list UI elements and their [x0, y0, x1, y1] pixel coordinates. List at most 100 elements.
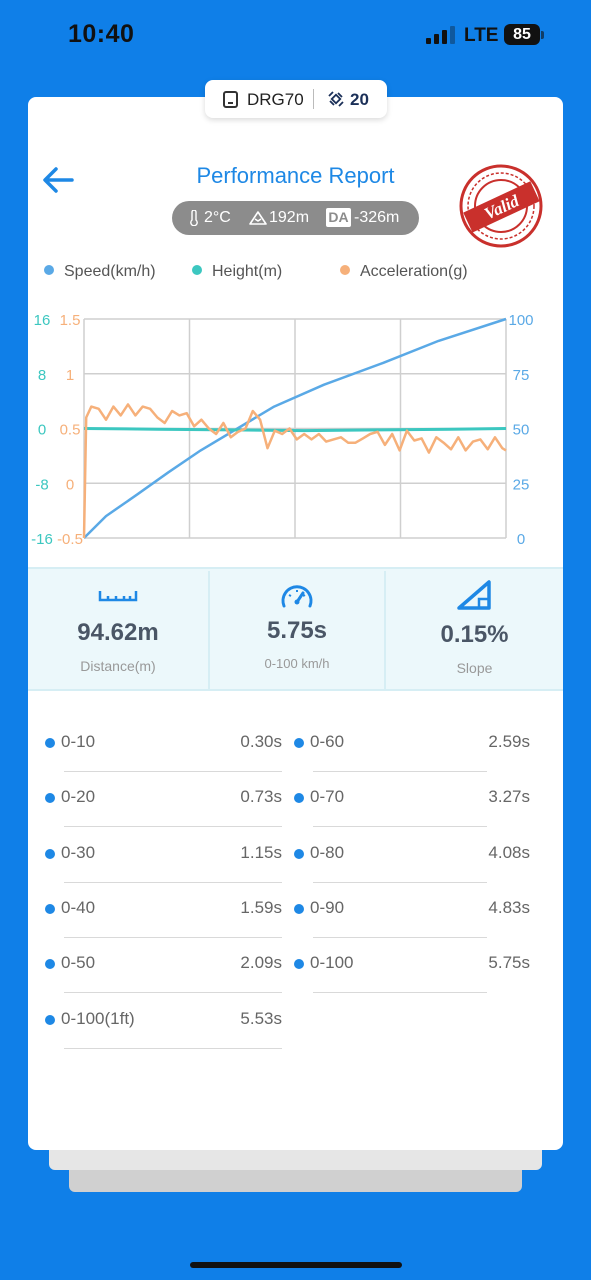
- speedometer-icon: [281, 585, 313, 608]
- split-label: 0-70: [310, 787, 345, 807]
- device-icon: [223, 91, 238, 108]
- split-divider: [313, 992, 487, 994]
- split-dot: [294, 738, 304, 748]
- series-line-accel: [82, 403, 507, 539]
- split-value: 5.53s: [240, 1008, 282, 1028]
- legend-label: Speed(km/h): [64, 263, 156, 280]
- split-dot: [45, 903, 55, 914]
- stat-slope: 0.15% Slope: [386, 569, 563, 689]
- split-value: 0.30s: [240, 732, 282, 751]
- battery-icon: 85: [504, 24, 540, 45]
- ruler-icon: [98, 591, 138, 602]
- legend-dot: [192, 265, 202, 275]
- split-value: 5.75s: [488, 953, 530, 973]
- split-label: 0-30: [61, 842, 96, 862]
- network-type: LTE: [464, 25, 499, 46]
- tick-label-acceleration: 0: [66, 476, 74, 493]
- split-value: 4.08s: [488, 842, 530, 862]
- split-dot: [294, 793, 304, 804]
- legend-label: Acceleration(g): [360, 263, 468, 280]
- tick-label-height: 0: [38, 422, 46, 439]
- tick-label-height: 8: [38, 367, 46, 384]
- status-bar: 10:40 LTE 85: [0, 0, 591, 70]
- split-row: 0-10 0.30s: [45, 721, 292, 777]
- split-label: 0-60: [310, 732, 345, 751]
- split-divider: [313, 826, 487, 828]
- tick-label-acceleration: 0.5: [60, 422, 81, 439]
- mountain-icon: [249, 211, 267, 225]
- report-card: Performance Report 2°C 192m DA -326m Val…: [28, 97, 563, 1150]
- split-divider: [313, 881, 487, 883]
- tick-label-speed: 100: [508, 312, 533, 329]
- split-value: 3.27s: [488, 787, 530, 807]
- split-label: 0-90: [310, 897, 345, 917]
- split-dot: [294, 959, 304, 970]
- page-title: Performance Report: [196, 163, 395, 188]
- altitude-value: 192m: [269, 209, 310, 226]
- split-row: 0-20 0.73s: [45, 776, 292, 832]
- split-label: 0-100: [310, 953, 354, 973]
- stats-panel: 94.62m Distance(m) 5.75s 0-100 km/h 0.15…: [28, 567, 563, 691]
- stat-value: 0.15%: [440, 621, 509, 648]
- stat-distance: 94.62m Distance(m): [28, 569, 208, 689]
- split-divider: [313, 771, 487, 772]
- split-label: 0-80: [310, 842, 345, 862]
- performance-chart: 16 8 0 -8 -16 1.5 1 0.5 0 -0.5 100 75 50 25 0: [31, 312, 533, 547]
- split-divider: [64, 936, 282, 938]
- stat-value: 94.62m: [77, 619, 159, 646]
- battery-tip: [541, 31, 544, 39]
- stat-label: Slope: [456, 660, 493, 676]
- device-pill[interactable]: DRG70 20: [205, 80, 387, 118]
- split-row: 0-100(1ft) 5.53s: [45, 998, 292, 1054]
- tick-label-acceleration: 1.5: [60, 312, 81, 329]
- thermometer-icon: [190, 210, 198, 226]
- density-altitude-value: -326m: [354, 209, 400, 226]
- split-label: 0-100(1ft): [61, 1008, 135, 1028]
- stat-label: 0-100 km/h: [264, 656, 330, 671]
- series-line-height: [83, 427, 507, 433]
- split-divider: [313, 936, 487, 938]
- split-divider: [64, 826, 282, 828]
- split-dot: [294, 848, 304, 859]
- status-time: 10:40: [68, 20, 135, 48]
- back-arrow-icon[interactable]: [40, 162, 76, 198]
- slope-icon: [457, 580, 491, 610]
- legend-dot: [44, 265, 54, 275]
- stat-divider: [384, 571, 386, 689]
- tick-label-speed: 0: [517, 531, 525, 547]
- chart-legend: Speed(km/h) Height(m) Acceleration(g): [44, 263, 554, 285]
- split-divider: [64, 881, 282, 883]
- split-label: 0-10: [61, 732, 96, 751]
- split-value: 1.15s: [240, 842, 282, 862]
- split-label: 0-20: [61, 787, 96, 807]
- stat-acceleration-time: 5.75s 0-100 km/h: [210, 569, 384, 689]
- home-indicator: [190, 1262, 402, 1268]
- stat-label: Distance(m): [80, 658, 156, 674]
- signal-icon: [426, 26, 458, 44]
- split-label: 0-40: [61, 897, 96, 917]
- split-row: 0-100 5.75s: [294, 942, 540, 998]
- tick-label-acceleration: -0.5: [57, 531, 83, 547]
- split-dot: [45, 959, 55, 970]
- split-value: 2.09s: [240, 953, 282, 973]
- split-row: 0-80 4.08s: [294, 832, 540, 888]
- split-dot: [45, 738, 55, 748]
- split-dot: [45, 848, 55, 859]
- split-value: 4.83s: [488, 897, 530, 917]
- split-row: 0-40 1.59s: [45, 887, 292, 943]
- stat-value: 5.75s: [266, 617, 328, 644]
- legend-item-height: Height(m): [192, 263, 282, 281]
- split-label: 0-50: [61, 953, 96, 973]
- stat-divider: [208, 571, 210, 689]
- legend-item-acceleration: Acceleration(g): [340, 263, 468, 281]
- split-divider: [64, 1047, 282, 1049]
- split-value: 1.59s: [240, 897, 282, 917]
- conditions-pill: 2°C 192m DA -326m: [172, 201, 419, 235]
- split-row: 0-30 1.15s: [45, 832, 292, 888]
- split-row: 0-70 3.27s: [294, 776, 540, 832]
- pill-divider: [313, 89, 314, 109]
- legend-label: Height(m): [212, 263, 283, 280]
- da-badge: DA: [326, 208, 351, 227]
- valid-stamp: Valid: [459, 164, 543, 248]
- device-name: DRG70: [247, 90, 304, 109]
